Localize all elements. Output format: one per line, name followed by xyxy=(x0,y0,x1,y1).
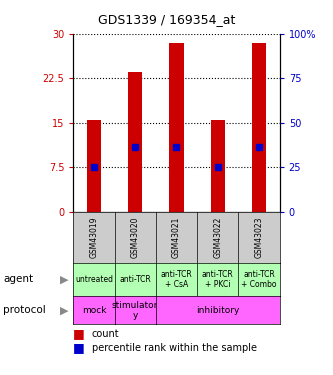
Bar xyxy=(169,43,184,212)
Text: stimulator
y: stimulator y xyxy=(112,301,159,320)
Bar xyxy=(87,120,101,212)
Text: GSM43022: GSM43022 xyxy=(213,216,222,258)
Text: ■: ■ xyxy=(73,342,85,354)
Text: anti-TCR
+ Combo: anti-TCR + Combo xyxy=(241,270,277,289)
Text: ▶: ▶ xyxy=(60,305,68,315)
Text: GSM43019: GSM43019 xyxy=(89,216,99,258)
Text: GSM43020: GSM43020 xyxy=(131,216,140,258)
Text: anti-TCR
+ CsA: anti-TCR + CsA xyxy=(161,270,192,289)
Text: protocol: protocol xyxy=(3,305,46,315)
Text: GDS1339 / 169354_at: GDS1339 / 169354_at xyxy=(98,13,235,26)
Text: mock: mock xyxy=(82,306,106,315)
Text: ▶: ▶ xyxy=(60,274,68,284)
Bar xyxy=(210,120,225,212)
Bar xyxy=(252,43,266,212)
Text: untreated: untreated xyxy=(75,275,113,284)
Text: count: count xyxy=(92,329,119,339)
Text: percentile rank within the sample: percentile rank within the sample xyxy=(92,343,256,353)
Bar xyxy=(128,72,143,212)
Text: inhibitory: inhibitory xyxy=(196,306,239,315)
Text: GSM43023: GSM43023 xyxy=(254,216,264,258)
Text: ■: ■ xyxy=(73,327,85,340)
Text: GSM43021: GSM43021 xyxy=(172,216,181,258)
Text: agent: agent xyxy=(3,274,33,284)
Text: anti-TCR: anti-TCR xyxy=(119,275,151,284)
Text: anti-TCR
+ PKCi: anti-TCR + PKCi xyxy=(202,270,234,289)
